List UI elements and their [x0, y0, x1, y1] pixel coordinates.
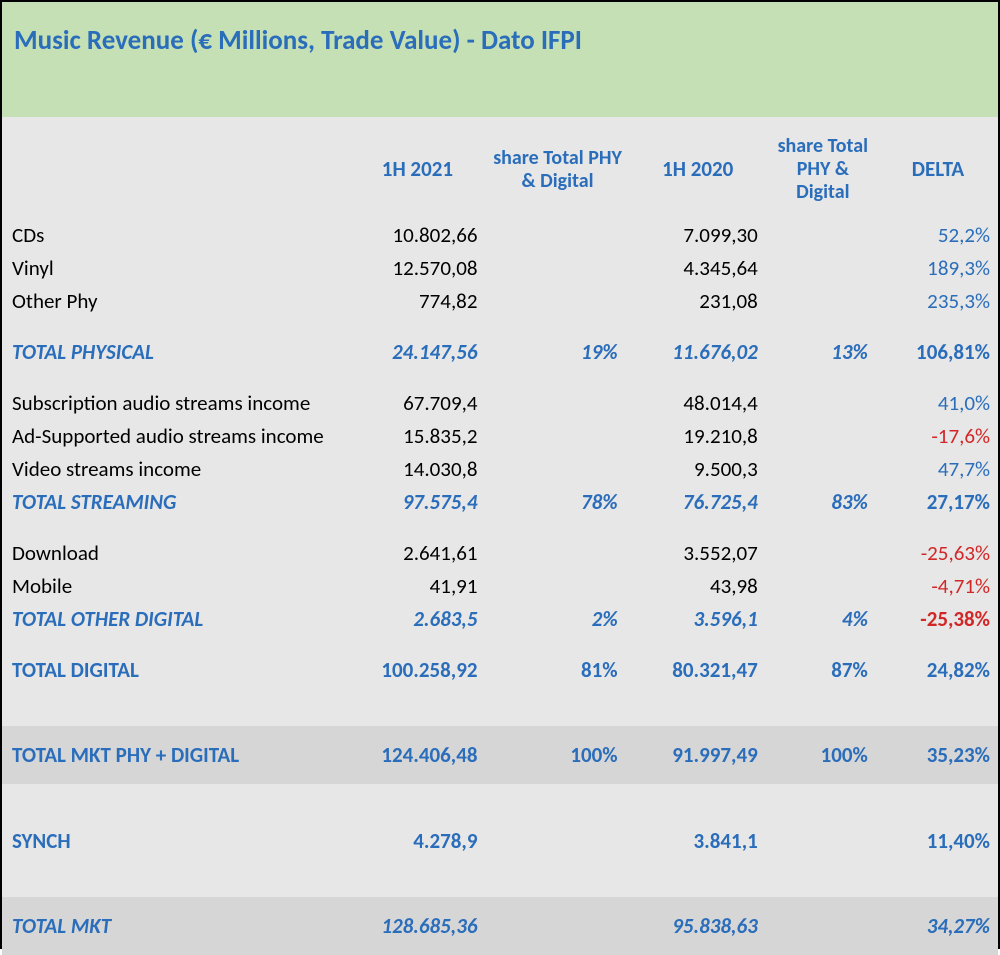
- row-value: 9.500,3: [628, 452, 768, 485]
- row-value: 12.570,08: [347, 251, 487, 284]
- row-delta: -17,6%: [878, 419, 998, 452]
- row-share: 87%: [768, 653, 878, 686]
- row-value: 80.321,47: [628, 653, 768, 686]
- row-label: SYNCH: [2, 824, 347, 857]
- row-delta: -4,71%: [878, 569, 998, 602]
- row-value: 774,82: [347, 284, 487, 317]
- revenue-table: 1H 2021 share Total PHY & Digital 1H 202…: [2, 117, 998, 955]
- row-value: 91.997,49: [628, 726, 768, 784]
- total-digital-row: TOTAL DIGITAL 100.258,92 81% 80.321,47 8…: [2, 653, 998, 686]
- table-row: Download 2.641,61 3.552,07 -25,63%: [2, 536, 998, 569]
- row-delta: 11,40%: [878, 824, 998, 857]
- total-streaming-row: TOTAL STREAMING 97.575,4 78% 76.725,4 83…: [2, 485, 998, 518]
- row-label: TOTAL PHYSICAL: [2, 335, 347, 368]
- row-label: Vinyl: [2, 251, 347, 284]
- row-value: 231,08: [628, 284, 768, 317]
- total-mkt-row: TOTAL MKT 128.685,36 95.838,63 34,27%: [2, 897, 998, 955]
- table-row: Other Phy 774,82 231,08 235,3%: [2, 284, 998, 317]
- row-value: 3.552,07: [628, 536, 768, 569]
- row-share: 81%: [487, 653, 627, 686]
- table-row: Mobile 41,91 43,98 -4,71%: [2, 569, 998, 602]
- row-delta: -25,38%: [878, 602, 998, 635]
- row-delta: 35,23%: [878, 726, 998, 784]
- row-value: 24.147,56: [347, 335, 487, 368]
- report-frame: Music Revenue (€ Millions, Trade Value) …: [0, 0, 1000, 949]
- row-value: 11.676,02: [628, 335, 768, 368]
- table-row: Video streams income 14.030,8 9.500,3 47…: [2, 452, 998, 485]
- total-mkt-phy-digital-row: TOTAL MKT PHY + DIGITAL 124.406,48 100% …: [2, 726, 998, 784]
- row-value: 76.725,4: [628, 485, 768, 518]
- row-share: 2%: [487, 602, 627, 635]
- row-value: 97.575,4: [347, 485, 487, 518]
- row-label: TOTAL DIGITAL: [2, 653, 347, 686]
- row-value: 15.835,2: [347, 419, 487, 452]
- total-physical-row: TOTAL PHYSICAL 24.147,56 19% 11.676,02 1…: [2, 335, 998, 368]
- row-share: 100%: [768, 726, 878, 784]
- row-share: 19%: [487, 335, 627, 368]
- row-label: Mobile: [2, 569, 347, 602]
- row-delta: 235,3%: [878, 284, 998, 317]
- table-header-row: 1H 2021 share Total PHY & Digital 1H 202…: [2, 117, 998, 218]
- row-value: 7.099,30: [628, 218, 768, 251]
- row-share: 83%: [768, 485, 878, 518]
- row-value: 4.345,64: [628, 251, 768, 284]
- row-value: 43,98: [628, 569, 768, 602]
- row-value: 2.683,5: [347, 602, 487, 635]
- row-delta: 106,81%: [878, 335, 998, 368]
- row-value: 100.258,92: [347, 653, 487, 686]
- row-share: 100%: [487, 726, 627, 784]
- row-delta: 47,7%: [878, 452, 998, 485]
- col-share-2021: share Total PHY & Digital: [487, 117, 627, 218]
- table-row: Vinyl 12.570,08 4.345,64 189,3%: [2, 251, 998, 284]
- table-row: CDs 10.802,66 7.099,30 52,2%: [2, 218, 998, 251]
- row-delta: 34,27%: [878, 897, 998, 955]
- row-label: Download: [2, 536, 347, 569]
- row-value: 19.210,8: [628, 419, 768, 452]
- col-1h2021: 1H 2021: [347, 117, 487, 218]
- report-title: Music Revenue (€ Millions, Trade Value) …: [14, 24, 582, 57]
- row-share: 4%: [768, 602, 878, 635]
- row-label: TOTAL OTHER DIGITAL: [2, 602, 347, 635]
- row-label: Video streams income: [2, 452, 347, 485]
- row-value: 4.278,9: [347, 824, 487, 857]
- row-label: Ad-Supported audio streams income: [2, 419, 347, 452]
- title-band: Music Revenue (€ Millions, Trade Value) …: [2, 2, 998, 117]
- synch-row: SYNCH 4.278,9 3.841,1 11,40%: [2, 824, 998, 857]
- row-delta: 24,82%: [878, 653, 998, 686]
- row-value: 41,91: [347, 569, 487, 602]
- row-label: TOTAL MKT: [2, 897, 347, 955]
- row-value: 2.641,61: [347, 536, 487, 569]
- table-row: Ad-Supported audio streams income 15.835…: [2, 419, 998, 452]
- row-value: 128.685,36: [347, 897, 487, 955]
- col-delta: DELTA: [878, 117, 998, 218]
- row-value: 67.709,4: [347, 386, 487, 419]
- row-value: 48.014,4: [628, 386, 768, 419]
- row-delta: 41,0%: [878, 386, 998, 419]
- row-share: 78%: [487, 485, 627, 518]
- row-value: 3.841,1: [628, 824, 768, 857]
- row-delta: 27,17%: [878, 485, 998, 518]
- row-value: 10.802,66: [347, 218, 487, 251]
- row-value: 3.596,1: [628, 602, 768, 635]
- row-value: 14.030,8: [347, 452, 487, 485]
- col-1h2020: 1H 2020: [628, 117, 768, 218]
- row-label: Subscription audio streams income: [2, 386, 347, 419]
- table-row: Subscription audio streams income 67.709…: [2, 386, 998, 419]
- total-other-digital-row: TOTAL OTHER DIGITAL 2.683,5 2% 3.596,1 4…: [2, 602, 998, 635]
- row-value: 95.838,63: [628, 897, 768, 955]
- row-delta: 189,3%: [878, 251, 998, 284]
- row-delta: 52,2%: [878, 218, 998, 251]
- row-share: 13%: [768, 335, 878, 368]
- row-label: CDs: [2, 218, 347, 251]
- row-label: Other Phy: [2, 284, 347, 317]
- row-delta: -25,63%: [878, 536, 998, 569]
- col-share-2020: share Total PHY & Digital: [768, 117, 878, 218]
- row-label: TOTAL STREAMING: [2, 485, 347, 518]
- row-label: TOTAL MKT PHY + DIGITAL: [2, 726, 347, 784]
- row-value: 124.406,48: [347, 726, 487, 784]
